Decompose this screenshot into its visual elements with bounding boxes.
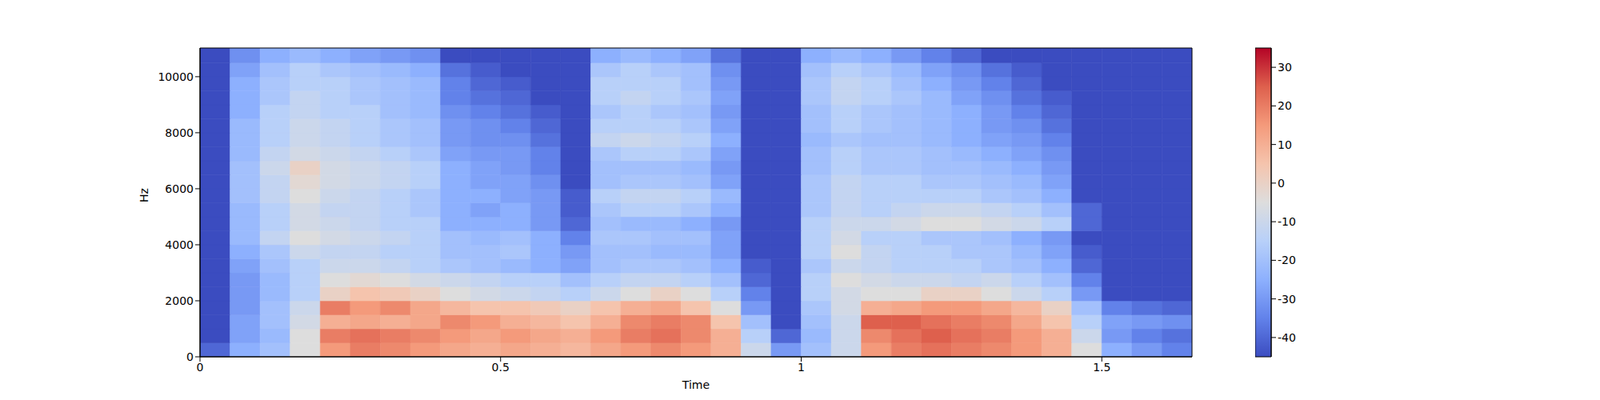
svg-text:Time: Time <box>681 378 710 392</box>
svg-text:0.5: 0.5 <box>492 360 510 374</box>
svg-text:0: 0 <box>1277 176 1285 190</box>
svg-text:20: 20 <box>1277 99 1292 112</box>
svg-text:10: 10 <box>1277 138 1292 152</box>
svg-text:10000: 10000 <box>157 70 194 84</box>
svg-text:-10: -10 <box>1277 215 1296 228</box>
svg-text:-30: -30 <box>1277 292 1296 306</box>
svg-text:30: 30 <box>1277 60 1292 74</box>
svg-text:-40: -40 <box>1277 331 1296 344</box>
svg-text:2000: 2000 <box>164 294 194 308</box>
svg-text:-20: -20 <box>1277 253 1296 267</box>
svg-text:1.5: 1.5 <box>1092 360 1111 374</box>
svg-text:6000: 6000 <box>164 182 194 196</box>
svg-text:8000: 8000 <box>164 126 194 140</box>
svg-text:4000: 4000 <box>164 238 194 252</box>
svg-text:Hz: Hz <box>137 188 151 203</box>
svg-text:1: 1 <box>797 360 805 374</box>
svg-text:0: 0 <box>186 350 194 364</box>
svg-text:0: 0 <box>196 360 204 374</box>
